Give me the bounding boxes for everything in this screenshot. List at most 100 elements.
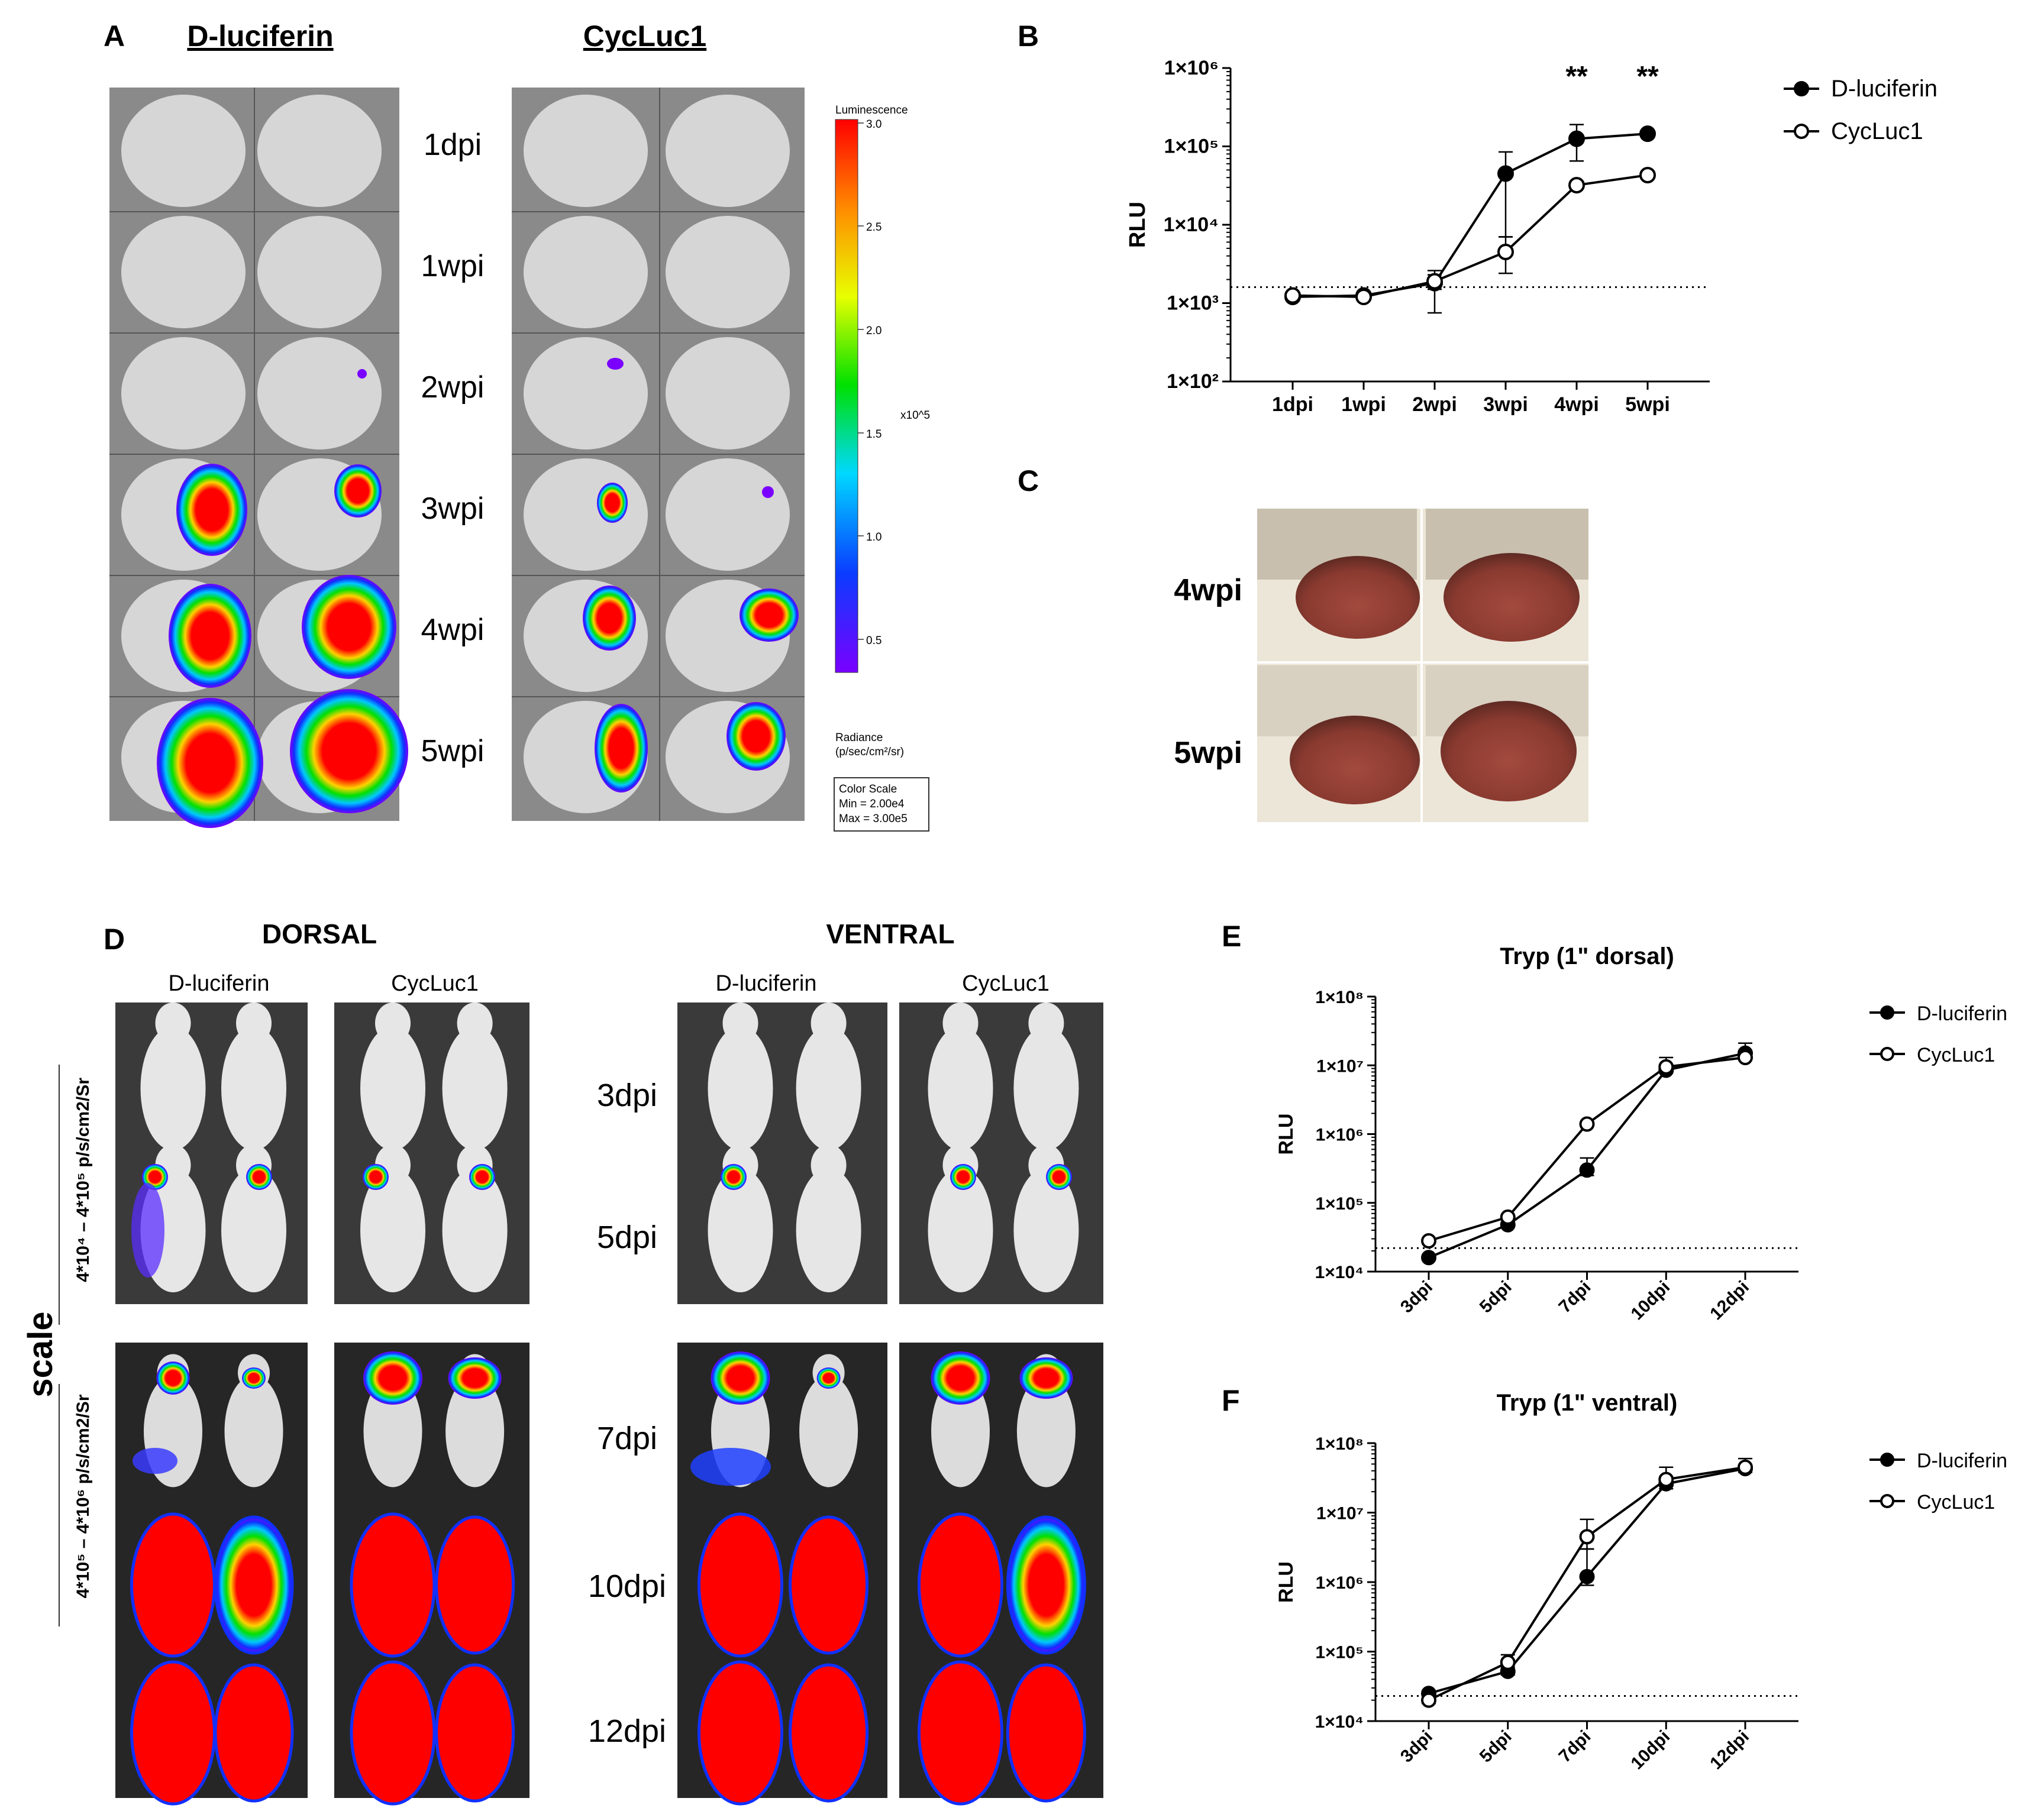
mouse-body — [1016, 1375, 1076, 1487]
mouse-body — [931, 1375, 990, 1487]
panel-d-substrate: D-luciferin — [168, 971, 269, 996]
legend-marker — [1880, 1453, 1894, 1467]
mouse-body-signal — [435, 1663, 515, 1803]
y-tick-label: 1×10⁵ — [1315, 1643, 1364, 1663]
mouse-body-signal — [214, 1663, 294, 1803]
mouse-head — [375, 1002, 411, 1044]
panel-d-substrate: CycLuc1 — [391, 971, 479, 996]
panel-label-d: D — [104, 923, 125, 956]
mouse-head — [811, 1144, 847, 1186]
data-point-0 — [1497, 165, 1514, 182]
chart-e: Tryp (1" dorsal) 1×10⁴ 1×10⁵ 1×10⁶ 1×10⁷ 1×10… — [1275, 943, 2007, 1324]
panel-d-substrate: D-luciferin — [715, 971, 816, 996]
x-tick-label: 3dpi — [1397, 1278, 1436, 1317]
color-scale-box-line: Max = 3.00e5 — [839, 813, 908, 825]
data-point-1 — [1426, 273, 1443, 290]
data-point-1 — [1421, 1692, 1436, 1708]
mouse-body — [928, 1026, 993, 1150]
panel-a-row-label: 1wpi — [421, 249, 485, 283]
panel-label-e: E — [1222, 920, 1241, 953]
mouse-body-signal — [1006, 1515, 1086, 1655]
luminescence-signal — [931, 1351, 990, 1405]
x-tick-label: 3dpi — [1397, 1727, 1436, 1767]
y-axis-label: RLU — [1275, 1114, 1297, 1155]
chart-f: Tryp (1" ventral) 1×10⁴ 1×10⁵ 1×10⁶ 1×10⁷ 1×1… — [1275, 1390, 2007, 1773]
legend-marker — [1880, 1494, 1894, 1508]
y-tick-label: 1×10⁸ — [1315, 1434, 1364, 1454]
panel-label-c: C — [1018, 464, 1039, 497]
mouse-body — [1013, 1026, 1079, 1150]
data-point-1 — [1421, 1233, 1436, 1249]
mouse-head — [457, 1002, 493, 1044]
luminescence-signal — [133, 1448, 177, 1474]
series-line-0 — [1292, 132, 1648, 299]
colorbar-tick: 2.0 — [866, 325, 881, 337]
mouse-body — [445, 1375, 505, 1487]
data-point-1 — [1568, 177, 1585, 194]
data-point-1 — [1500, 1654, 1516, 1670]
mouse-body-signal — [214, 1515, 294, 1655]
panel-c-row-label: 4wpi — [1174, 573, 1242, 607]
panel-d-row-label: 12dpi — [588, 1713, 666, 1749]
mouse-body — [796, 1168, 861, 1292]
legend-label: CycLuc1 — [1917, 1044, 1995, 1066]
x-tick-label: 3wpi — [1483, 393, 1528, 416]
mouse-body — [708, 1168, 773, 1292]
data-point-0 — [1579, 1569, 1595, 1584]
luminescence-signal — [1046, 1164, 1072, 1190]
mouse-body — [442, 1026, 508, 1150]
luminescence-signal — [690, 1448, 771, 1486]
mouse-body-signal — [350, 1512, 436, 1658]
data-point-1 — [1579, 1116, 1595, 1132]
panel-a-row-label: 1dpi — [424, 128, 482, 162]
colorbar-unit: Radiance — [835, 732, 883, 744]
mouse-body — [1013, 1168, 1079, 1292]
x-tick-label: 7dpi — [1555, 1278, 1595, 1317]
panel-c-row-label: 5wpi — [1174, 736, 1242, 770]
mouse-body-signal — [350, 1660, 436, 1806]
x-tick-label: 5wpi — [1625, 393, 1670, 416]
scale-range: 4*10⁴ – 4*10⁵ p/s/cm2/Sr — [73, 1078, 93, 1282]
x-tick-label: 12dpi — [1706, 1278, 1753, 1324]
luminescence-signal — [711, 1351, 770, 1405]
mouse-body-signal — [789, 1663, 869, 1803]
mouse-body — [224, 1375, 283, 1487]
mouse-body — [796, 1026, 861, 1150]
y-tick-label: 1×10⁴ — [1315, 1712, 1364, 1732]
color-scale-box-line: Min = 2.00e4 — [839, 798, 905, 810]
mouse-body — [221, 1168, 286, 1292]
mouse-body — [799, 1375, 858, 1487]
data-point-0 — [1639, 125, 1656, 143]
legend-label: D-luciferin — [1917, 1002, 2007, 1025]
mouse-body-signal — [789, 1515, 869, 1655]
mouse-body — [360, 1026, 425, 1150]
legend-marker — [1880, 1005, 1894, 1020]
mouse-body-signal — [698, 1512, 783, 1658]
x-tick-label: 12dpi — [1706, 1727, 1753, 1774]
legend-label: CycLuc1 — [1917, 1491, 1995, 1514]
y-tick-label: 1×10³ — [1167, 292, 1219, 315]
significance-marker: ** — [1636, 61, 1659, 92]
data-point-1 — [1500, 1209, 1516, 1225]
mouse-body-signal — [918, 1512, 1003, 1658]
luminescence-signal — [363, 1351, 422, 1405]
data-point-1 — [1579, 1529, 1595, 1545]
panel-d-view-ventral: VENTRAL — [826, 919, 954, 949]
mouse-body-signal — [130, 1660, 216, 1806]
data-point-1 — [1738, 1050, 1753, 1066]
mouse-body — [928, 1168, 993, 1292]
panel-a-title-dluciferin: D-luciferin — [187, 20, 333, 53]
luminescence-signal — [246, 1164, 272, 1190]
chart-title: Tryp (1" dorsal) — [1500, 943, 1674, 969]
y-tick-label: 1×10⁶ — [1316, 1126, 1364, 1145]
color-scale-box — [834, 777, 929, 832]
colorbar-exponent: x10^5 — [900, 409, 930, 422]
y-tick-label: 1×10⁴ — [1164, 214, 1219, 236]
mouse-head — [722, 1002, 758, 1044]
data-point-1 — [1658, 1059, 1674, 1075]
data-point-0 — [1568, 130, 1585, 147]
mouse-body-signal — [1006, 1663, 1086, 1803]
y-tick-label: 1×10⁵ — [1164, 135, 1219, 158]
luminescence-signal — [469, 1164, 495, 1190]
